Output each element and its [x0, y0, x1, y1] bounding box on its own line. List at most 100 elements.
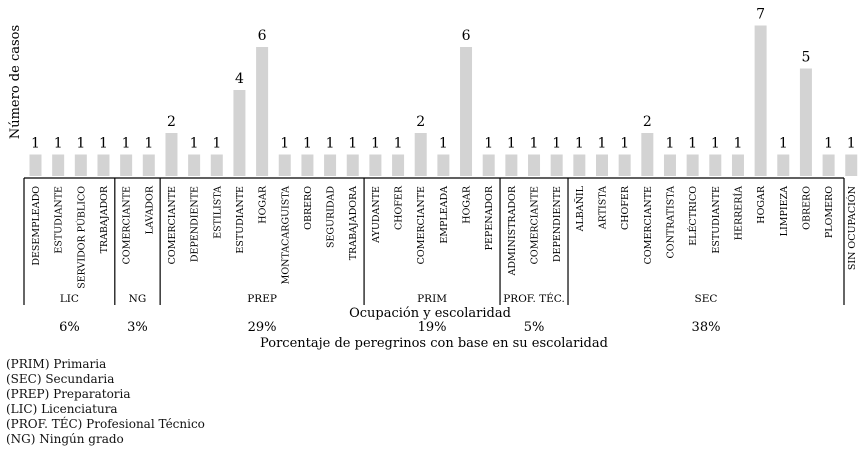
legend-item-prep: (PREP) Preparatoria: [6, 387, 131, 401]
bar-value-label: 1: [666, 136, 675, 152]
group-percent: 5%: [524, 320, 545, 335]
category-label: DESEMPLEADO: [31, 186, 42, 266]
bar: [188, 154, 201, 176]
category-label: MONTACARGUISTA: [280, 186, 291, 284]
bar: [165, 133, 178, 176]
bar-value-label: 5: [801, 50, 810, 66]
bar-value-label: 1: [598, 136, 607, 152]
y-axis-label: Número de casos: [8, 25, 23, 139]
bar-value-label: 1: [326, 136, 335, 152]
bar: [233, 90, 246, 176]
bar: [346, 154, 359, 176]
category-label: ELÉCTRICO: [687, 186, 699, 246]
bar-value-label: 7: [756, 7, 765, 23]
bar-value-label: 1: [507, 136, 516, 152]
category-label: OBRERO: [801, 186, 812, 230]
group-name: SEC: [695, 293, 718, 305]
bar: [460, 47, 473, 176]
bar: [618, 154, 631, 176]
bar-value-label: 1: [552, 136, 561, 152]
category-label: EMPLEADA: [439, 186, 450, 244]
bar-value-label: 1: [212, 136, 221, 152]
bar-value-label: 1: [530, 136, 539, 152]
bar-value-label: 1: [575, 136, 584, 152]
group-percent: 29%: [248, 320, 277, 335]
category-label: SERVIDOR PÚBLICO: [75, 186, 87, 289]
bar-value-label: 1: [348, 136, 357, 152]
bar: [414, 133, 427, 176]
bar: [278, 154, 291, 176]
bar: [256, 47, 269, 176]
category-label: LAVADOR: [144, 185, 155, 234]
bar: [528, 154, 541, 176]
bar: [301, 154, 314, 176]
group-name: PRIM: [417, 293, 447, 305]
category-label: DEPENDIENTE: [552, 186, 563, 262]
bar-value-label: 1: [779, 136, 788, 152]
category-label: ESTUDIANTE: [235, 186, 246, 254]
group-name: PREP: [247, 293, 277, 305]
bar-value-label: 1: [371, 136, 380, 152]
bar: [777, 154, 790, 176]
legend-item-sec: (SEC) Secundaria: [6, 372, 115, 386]
category-label: ESTUDIANTE: [54, 186, 65, 254]
bar-value-label: 1: [733, 136, 742, 152]
bar: [505, 154, 518, 176]
legend-item-prof-tec: (PROF. TÉC) Profesional Técnico: [6, 417, 205, 431]
bar: [324, 154, 337, 176]
group-percent: 38%: [692, 320, 721, 335]
category-label: COMERCIANTE: [122, 186, 133, 264]
group-name: PROF. TÉC.: [503, 291, 565, 305]
category-label: CHOFER: [394, 185, 405, 230]
category-label: PLOMERO: [824, 186, 835, 238]
category-label: CHOFER: [620, 185, 631, 230]
category-label: COMERCIANTE: [643, 186, 654, 264]
category-label: ESTUDIANTE: [711, 186, 722, 254]
group-percent: 3%: [127, 320, 148, 335]
bar-value-label: 1: [620, 136, 629, 152]
bar: [392, 154, 405, 176]
bar-value-label: 1: [99, 136, 108, 152]
bar-value-label: 1: [31, 136, 40, 152]
bar-value-label: 1: [484, 136, 493, 152]
category-label: ALBAÑIL: [574, 185, 586, 232]
bar: [596, 154, 608, 176]
category-label: COMERCIANTE: [416, 186, 427, 264]
bar: [437, 154, 450, 176]
legend-item-lic: (LIC) Licenciatura: [6, 402, 118, 416]
bar: [731, 154, 744, 176]
bar: [822, 154, 835, 176]
category-label: LIMPIEZA: [779, 186, 790, 236]
bar-value-label: 1: [190, 136, 199, 152]
bar: [52, 154, 65, 176]
bar-value-label: 1: [824, 136, 833, 152]
bar: [845, 154, 858, 176]
x-axis-label: Ocupación y escolaridad: [349, 306, 511, 321]
bar-value-label: 6: [462, 28, 471, 44]
bar-value-label: 2: [643, 114, 652, 130]
bar: [29, 154, 42, 176]
bar-value-label: 1: [394, 136, 403, 152]
category-label: TRABAJADORA: [348, 186, 359, 260]
legend-item-ng: (NG) Ningún grado: [6, 432, 124, 446]
category-label: HOGAR: [462, 185, 473, 224]
bar: [142, 154, 155, 176]
category-label: HOGAR: [756, 185, 767, 224]
bar: [210, 154, 223, 176]
group-name: NG: [129, 293, 147, 305]
bar-value-label: 1: [711, 136, 720, 152]
bar: [550, 154, 563, 176]
bar-value-label: 1: [303, 136, 312, 152]
bar: [709, 154, 722, 176]
category-label: PEPENADOR: [484, 185, 495, 250]
category-label: ESTILISTA: [212, 186, 223, 239]
category-label: CONTRATISTA: [665, 186, 676, 259]
category-label: AYUDANTE: [371, 186, 382, 244]
bar-value-label: 2: [167, 114, 176, 130]
bar-value-label: 1: [688, 136, 697, 152]
category-label: ARTISTA: [598, 186, 609, 230]
bar: [120, 154, 133, 176]
group-labels-layer: LIC 6% NG 3% PREP 29% PRIM 19% PROF. TÉC. 5% SEC 38…: [59, 291, 720, 335]
legend-item-prim: (PRIM) Primaria: [6, 357, 107, 371]
